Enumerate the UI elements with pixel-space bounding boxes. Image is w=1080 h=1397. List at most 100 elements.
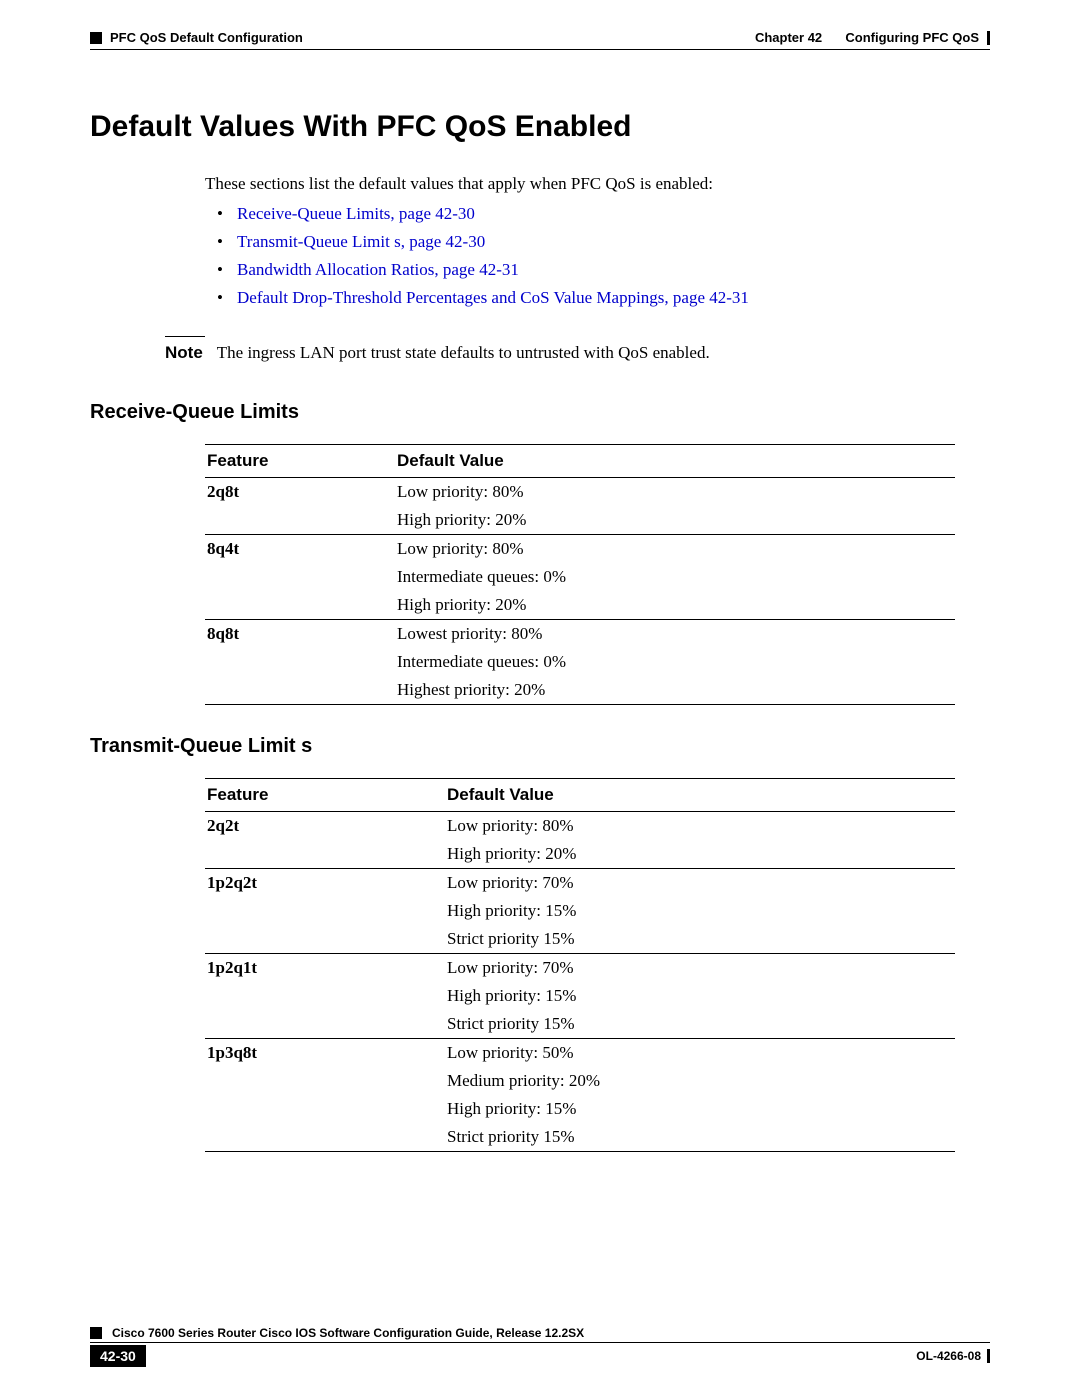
- note-label: Note: [165, 343, 203, 363]
- footer-book: Cisco 7600 Series Router Cisco IOS Softw…: [112, 1326, 584, 1340]
- value-cell: Low priority: 50%: [445, 1039, 955, 1068]
- table-row: Strict priority 15%: [205, 1123, 955, 1152]
- list-item: Transmit-Queue Limit s, page 42-30: [205, 232, 990, 252]
- feature-cell: 2q8t: [205, 478, 395, 507]
- table-row: High priority: 20%: [205, 840, 955, 869]
- value-cell: High priority: 15%: [445, 897, 955, 925]
- footer-square-icon: [90, 1327, 102, 1339]
- table-row: 8q8tLowest priority: 80%: [205, 620, 955, 649]
- transmit-col-value: Default Value: [445, 779, 955, 812]
- feature-cell: 2q2t: [205, 812, 445, 841]
- table-row: High priority: 20%: [205, 591, 955, 620]
- value-cell: Strict priority 15%: [445, 1123, 955, 1152]
- header-square-icon: [90, 32, 102, 44]
- value-cell: Low priority: 80%: [395, 535, 955, 564]
- table-row: 1p3q8tLow priority: 50%: [205, 1039, 955, 1068]
- feature-cell: 8q8t: [205, 620, 395, 649]
- feature-cell: [205, 925, 445, 954]
- link-transmit-queue[interactable]: Transmit-Queue Limit s, page 42-30: [237, 232, 485, 251]
- link-bandwidth[interactable]: Bandwidth Allocation Ratios, page 42-31: [237, 260, 519, 279]
- list-item: Receive-Queue Limits, page 42-30: [205, 204, 990, 224]
- table-row: Highest priority: 20%: [205, 676, 955, 705]
- value-cell: Intermediate queues: 0%: [395, 563, 955, 591]
- transmit-table: Feature Default Value 2q2tLow priority: …: [205, 778, 955, 1152]
- table-row: 1p2q2tLow priority: 70%: [205, 869, 955, 898]
- intro-text: These sections list the default values t…: [205, 174, 990, 194]
- page-title: Default Values With PFC QoS Enabled: [90, 110, 990, 144]
- feature-cell: [205, 591, 395, 620]
- feature-cell: [205, 676, 395, 705]
- value-cell: Intermediate queues: 0%: [395, 648, 955, 676]
- value-cell: Low priority: 70%: [445, 954, 955, 983]
- header-rule: [90, 49, 990, 50]
- list-item: Bandwidth Allocation Ratios, page 42-31: [205, 260, 990, 280]
- footer-bar-icon: [987, 1349, 990, 1363]
- value-cell: Low priority: 70%: [445, 869, 955, 898]
- feature-cell: 1p2q1t: [205, 954, 445, 983]
- value-cell: Strict priority 15%: [445, 925, 955, 954]
- doc-id: OL-4266-08: [916, 1349, 990, 1363]
- header-bar-icon: [987, 31, 990, 45]
- value-cell: Strict priority 15%: [445, 1010, 955, 1039]
- doc-id-text: OL-4266-08: [916, 1349, 981, 1363]
- table-row: Intermediate queues: 0%: [205, 563, 955, 591]
- table-row: Intermediate queues: 0%: [205, 648, 955, 676]
- feature-cell: [205, 897, 445, 925]
- feature-cell: [205, 1067, 445, 1095]
- link-receive-queue[interactable]: Receive-Queue Limits, page 42-30: [237, 204, 475, 223]
- header-right: Chapter 42 Configuring PFC QoS: [755, 30, 990, 45]
- value-cell: High priority: 20%: [395, 591, 955, 620]
- transmit-col-feature: Feature: [205, 779, 445, 812]
- receive-heading: Receive-Queue Limits: [90, 401, 990, 424]
- feature-cell: 1p2q2t: [205, 869, 445, 898]
- note-rule: [165, 336, 205, 337]
- feature-cell: [205, 1095, 445, 1123]
- header-section: PFC QoS Default Configuration: [110, 30, 303, 45]
- table-row: Strict priority 15%: [205, 1010, 955, 1039]
- footer-rule: [90, 1342, 990, 1343]
- feature-cell: [205, 840, 445, 869]
- feature-cell: 8q4t: [205, 535, 395, 564]
- transmit-heading: Transmit-Queue Limit s: [90, 735, 990, 758]
- table-row: High priority: 20%: [205, 506, 955, 535]
- receive-table: Feature Default Value 2q8tLow priority: …: [205, 444, 955, 705]
- value-cell: High priority: 20%: [445, 840, 955, 869]
- table-row: Strict priority 15%: [205, 925, 955, 954]
- value-cell: Low priority: 80%: [445, 812, 955, 841]
- feature-cell: [205, 648, 395, 676]
- page-number-badge: 42-30: [90, 1345, 146, 1367]
- page-header: PFC QoS Default Configuration Chapter 42…: [90, 30, 990, 45]
- note-text: The ingress LAN port trust state default…: [217, 343, 710, 363]
- feature-cell: [205, 1010, 445, 1039]
- value-cell: High priority: 15%: [445, 982, 955, 1010]
- list-item: Default Drop-Threshold Percentages and C…: [205, 288, 990, 308]
- feature-cell: 1p3q8t: [205, 1039, 445, 1068]
- table-row: High priority: 15%: [205, 982, 955, 1010]
- value-cell: High priority: 15%: [445, 1095, 955, 1123]
- table-row: High priority: 15%: [205, 1095, 955, 1123]
- receive-col-feature: Feature: [205, 445, 395, 478]
- value-cell: Low priority: 80%: [395, 478, 955, 507]
- table-row: Medium priority: 20%: [205, 1067, 955, 1095]
- value-cell: High priority: 20%: [395, 506, 955, 535]
- link-drop-threshold[interactable]: Default Drop-Threshold Percentages and C…: [237, 288, 749, 307]
- feature-cell: [205, 1123, 445, 1152]
- receive-col-value: Default Value: [395, 445, 955, 478]
- page-footer: Cisco 7600 Series Router Cisco IOS Softw…: [90, 1326, 990, 1367]
- header-left: PFC QoS Default Configuration: [90, 30, 303, 45]
- section-links: Receive-Queue Limits, page 42-30 Transmi…: [205, 204, 990, 308]
- table-row: 8q4tLow priority: 80%: [205, 535, 955, 564]
- header-chapter-title: Configuring PFC QoS: [845, 30, 979, 45]
- table-row: 1p2q1tLow priority: 70%: [205, 954, 955, 983]
- value-cell: Highest priority: 20%: [395, 676, 955, 705]
- value-cell: Medium priority: 20%: [445, 1067, 955, 1095]
- table-row: High priority: 15%: [205, 897, 955, 925]
- table-row: 2q2tLow priority: 80%: [205, 812, 955, 841]
- table-row: 2q8tLow priority: 80%: [205, 478, 955, 507]
- note-block: Note The ingress LAN port trust state de…: [165, 336, 990, 363]
- value-cell: Lowest priority: 80%: [395, 620, 955, 649]
- feature-cell: [205, 563, 395, 591]
- feature-cell: [205, 506, 395, 535]
- feature-cell: [205, 982, 445, 1010]
- header-chapter: Chapter 42: [755, 30, 822, 45]
